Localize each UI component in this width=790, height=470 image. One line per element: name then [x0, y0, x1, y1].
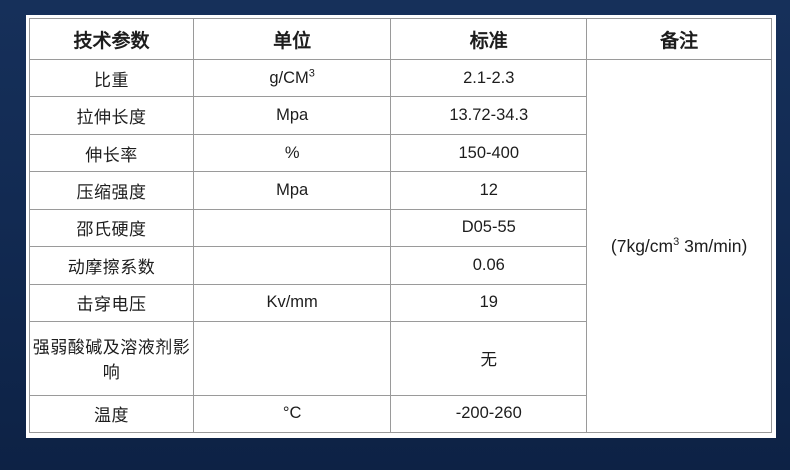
- spec-table-frame: 技术参数 单位 标准 备注 比重 g/CM3 2.1-2.3 (7kg/cm3 3m/…: [26, 15, 776, 438]
- unit-cell: °C: [192, 394, 392, 433]
- standard-cell: D05-55: [390, 208, 588, 248]
- table-row: 拉伸长度 Mpa 13.72-34.3: [29, 96, 772, 135]
- header-cell-remark: 备注: [586, 18, 772, 60]
- param-cell: 拉伸长度: [29, 96, 194, 135]
- header-cell-standard: 标准: [390, 18, 588, 60]
- table-row: 强弱酸碱及溶液剂影响 无: [29, 321, 772, 396]
- standard-cell: 0.06: [390, 246, 588, 285]
- unit-cell: [192, 321, 392, 396]
- table-row: 压缩强度 Mpa 12: [29, 171, 772, 210]
- table-row: 比重 g/CM3 2.1-2.3 (7kg/cm3 3m/min): [29, 58, 772, 433]
- unit-cell: Mpa: [192, 96, 392, 135]
- param-cell: 强弱酸碱及溶液剂影响: [29, 321, 194, 396]
- param-cell: 伸长率: [29, 133, 194, 173]
- param-cell: 压缩强度: [29, 171, 194, 210]
- unit-cell: Kv/mm: [192, 283, 392, 323]
- header-cell-unit: 单位: [192, 18, 392, 60]
- unit-cell: g/CM3: [192, 58, 392, 98]
- spec-table-body: 比重 g/CM3 2.1-2.3 (7kg/cm3 3m/min) 拉伸长度 Mpa 13.…: [29, 58, 772, 433]
- standard-cell: 13.72-34.3: [390, 96, 588, 135]
- unit-cell: %: [192, 133, 392, 173]
- spec-table: 技术参数 单位 标准 备注 比重 g/CM3 2.1-2.3 (7kg/cm3 3m/…: [29, 18, 772, 433]
- param-cell: 邵氏硬度: [29, 208, 194, 248]
- table-row: 击穿电压 Kv/mm 19: [29, 283, 772, 323]
- header-cell-parameter: 技术参数: [29, 18, 194, 60]
- header-row: 技术参数 单位 标准 备注: [29, 18, 772, 60]
- param-cell: 动摩擦系数: [29, 246, 194, 285]
- standard-cell: 150-400: [390, 133, 588, 173]
- table-row: 邵氏硬度 D05-55: [29, 208, 772, 248]
- remark-cell: (7kg/cm3 3m/min): [586, 59, 772, 433]
- standard-cell: -200-260: [390, 394, 588, 433]
- table-row: 伸长率% 150-400: [29, 133, 772, 173]
- param-cell: 击穿电压: [29, 283, 194, 323]
- standard-cell: 无: [390, 321, 588, 396]
- table-row: 温度 °C -200-260: [29, 394, 772, 433]
- unit-cell: [192, 208, 392, 248]
- param-cell: 温度: [29, 394, 194, 433]
- unit-cell: [192, 246, 392, 285]
- param-cell: 比重: [29, 58, 194, 98]
- unit-cell: Mpa: [192, 171, 392, 210]
- standard-cell: 2.1-2.3: [390, 58, 588, 98]
- unit-superscript: 3: [308, 67, 315, 80]
- standard-cell: 19: [390, 283, 588, 323]
- remark-superscript: 3: [673, 235, 680, 248]
- standard-cell: 12: [390, 171, 588, 210]
